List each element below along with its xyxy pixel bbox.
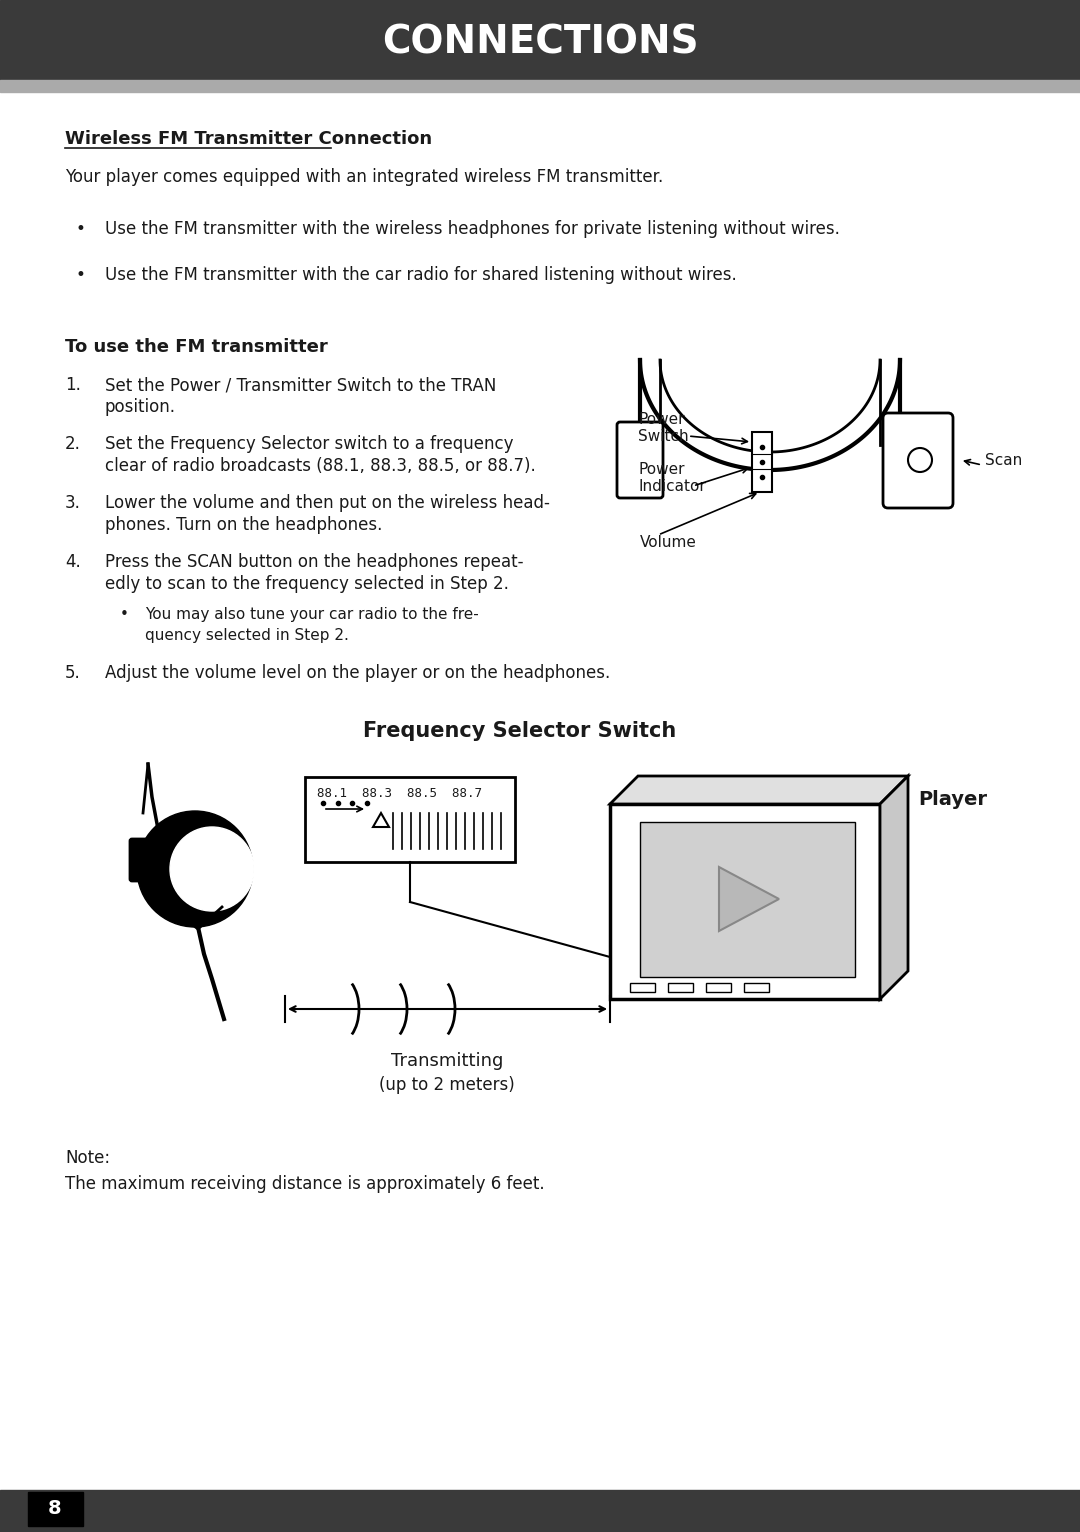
Bar — [28, 1492, 83, 1526]
Text: You may also tune your car radio to the fre-: You may also tune your car radio to the … — [145, 607, 478, 622]
Text: Use the FM transmitter with the car radio for shared listening without wires.: Use the FM transmitter with the car radi… — [105, 267, 737, 283]
Bar — [305, 777, 515, 863]
Circle shape — [137, 810, 253, 927]
Text: CONNECTIONS: CONNECTIONS — [381, 23, 699, 61]
Polygon shape — [880, 777, 908, 999]
Text: phones. Turn on the headphones.: phones. Turn on the headphones. — [105, 516, 382, 535]
Text: Player: Player — [918, 789, 987, 809]
Bar — [0, 80, 1080, 92]
Text: 8: 8 — [49, 1500, 62, 1518]
Text: Power
Indicator: Power Indicator — [638, 461, 705, 495]
Text: 3.: 3. — [65, 493, 81, 512]
Text: Set the Power / Transmitter Switch to the TRAN: Set the Power / Transmitter Switch to th… — [105, 375, 497, 394]
Text: Use the FM transmitter with the wireless headphones for private listening withou: Use the FM transmitter with the wireless… — [105, 221, 840, 237]
Text: •: • — [75, 267, 85, 283]
FancyBboxPatch shape — [617, 421, 663, 498]
Text: 4.: 4. — [65, 553, 81, 571]
Bar — [0, 1491, 1080, 1532]
Text: 1.: 1. — [65, 375, 81, 394]
Polygon shape — [640, 823, 855, 977]
Text: edly to scan to the frequency selected in Step 2.: edly to scan to the frequency selected i… — [105, 574, 509, 593]
Bar — [706, 984, 731, 993]
Bar — [669, 984, 693, 993]
FancyBboxPatch shape — [130, 840, 156, 881]
Text: Set the Frequency Selector switch to a frequency: Set the Frequency Selector switch to a f… — [105, 435, 513, 453]
Bar — [0, 0, 1080, 80]
Polygon shape — [373, 813, 389, 827]
Text: 2.: 2. — [65, 435, 81, 453]
Bar — [744, 984, 769, 993]
Text: Your player comes equipped with an integrated wireless FM transmitter.: Your player comes equipped with an integ… — [65, 169, 663, 185]
Text: 5.: 5. — [65, 663, 81, 682]
Text: 88.1  88.3  88.5  88.7: 88.1 88.3 88.5 88.7 — [318, 787, 482, 800]
Bar — [752, 432, 772, 492]
Text: Note:: Note: — [65, 1149, 110, 1167]
Text: Scan: Scan — [985, 452, 1023, 467]
Text: Volume: Volume — [639, 535, 697, 550]
Text: The maximum receiving distance is approximately 6 feet.: The maximum receiving distance is approx… — [65, 1175, 544, 1193]
Text: •: • — [75, 221, 85, 237]
Polygon shape — [610, 777, 908, 804]
Text: Transmitting: Transmitting — [391, 1052, 503, 1069]
Text: position.: position. — [105, 398, 176, 417]
Text: Lower the volume and then put on the wireless head-: Lower the volume and then put on the wir… — [105, 493, 550, 512]
Text: To use the FM transmitter: To use the FM transmitter — [65, 339, 327, 355]
Text: Press the SCAN button on the headphones repeat-: Press the SCAN button on the headphones … — [105, 553, 524, 571]
Text: Power
Switch: Power Switch — [638, 412, 689, 444]
Text: •: • — [120, 607, 129, 622]
Text: clear of radio broadcasts (88.1, 88.3, 88.5, or 88.7).: clear of radio broadcasts (88.1, 88.3, 8… — [105, 457, 536, 475]
Text: Wireless FM Transmitter Connection: Wireless FM Transmitter Connection — [65, 130, 438, 149]
Text: (up to 2 meters): (up to 2 meters) — [379, 1075, 515, 1094]
Text: Adjust the volume level on the player or on the headphones.: Adjust the volume level on the player or… — [105, 663, 610, 682]
Text: Frequency Selector Switch: Frequency Selector Switch — [363, 722, 677, 741]
FancyBboxPatch shape — [883, 414, 953, 509]
Text: quency selected in Step 2.: quency selected in Step 2. — [145, 628, 349, 643]
Polygon shape — [610, 804, 880, 999]
Bar — [630, 984, 654, 993]
Polygon shape — [719, 867, 779, 931]
Circle shape — [170, 827, 254, 912]
